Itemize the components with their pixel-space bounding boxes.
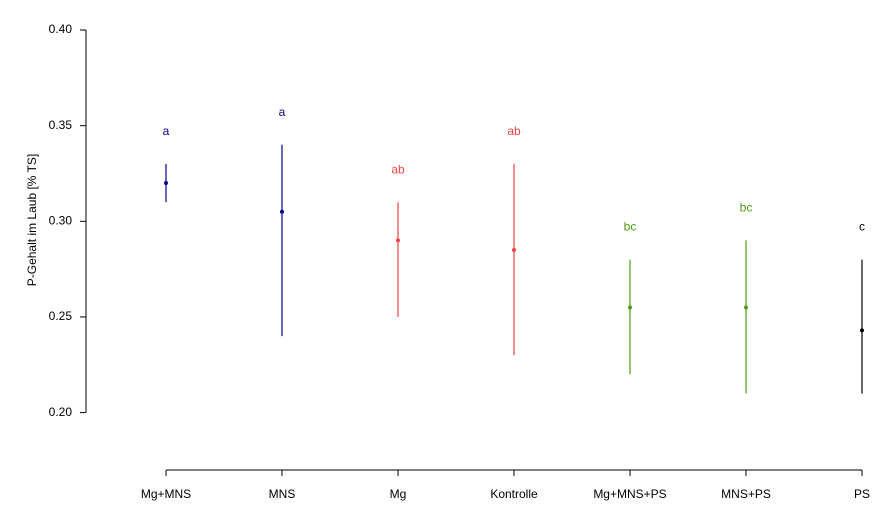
- x-tick-label: Mg+MNS+PS: [593, 487, 666, 501]
- group-label: ab: [507, 124, 521, 138]
- point: [164, 181, 168, 186]
- point: [744, 305, 748, 310]
- x-tick-label: PS: [854, 487, 870, 501]
- x-tick-label: Mg+MNS: [141, 487, 191, 501]
- point: [628, 305, 632, 310]
- point: [280, 209, 284, 214]
- group-label: bc: [740, 201, 753, 215]
- group-label: a: [279, 105, 286, 119]
- y-axis-label: P-Gehalt im Laub [% TS]: [25, 154, 39, 287]
- point: [396, 238, 400, 243]
- group-label: ab: [391, 162, 405, 176]
- y-tick-label: 0.20: [49, 405, 73, 419]
- point: [512, 248, 516, 252]
- group-label: c: [859, 220, 865, 234]
- x-tick-label: MNS: [269, 487, 296, 501]
- y-tick-label: 0.35: [49, 118, 73, 132]
- group-label: a: [163, 124, 170, 138]
- x-tick-label: MNS+PS: [721, 487, 771, 501]
- y-tick-label: 0.30: [49, 213, 73, 227]
- x-tick-label: Mg: [390, 487, 407, 501]
- group-label: bc: [624, 220, 637, 234]
- point: [860, 328, 864, 333]
- y-tick-label: 0.25: [49, 309, 73, 323]
- x-tick-label: Kontrolle: [490, 487, 538, 501]
- y-tick-label: 0.40: [49, 22, 73, 36]
